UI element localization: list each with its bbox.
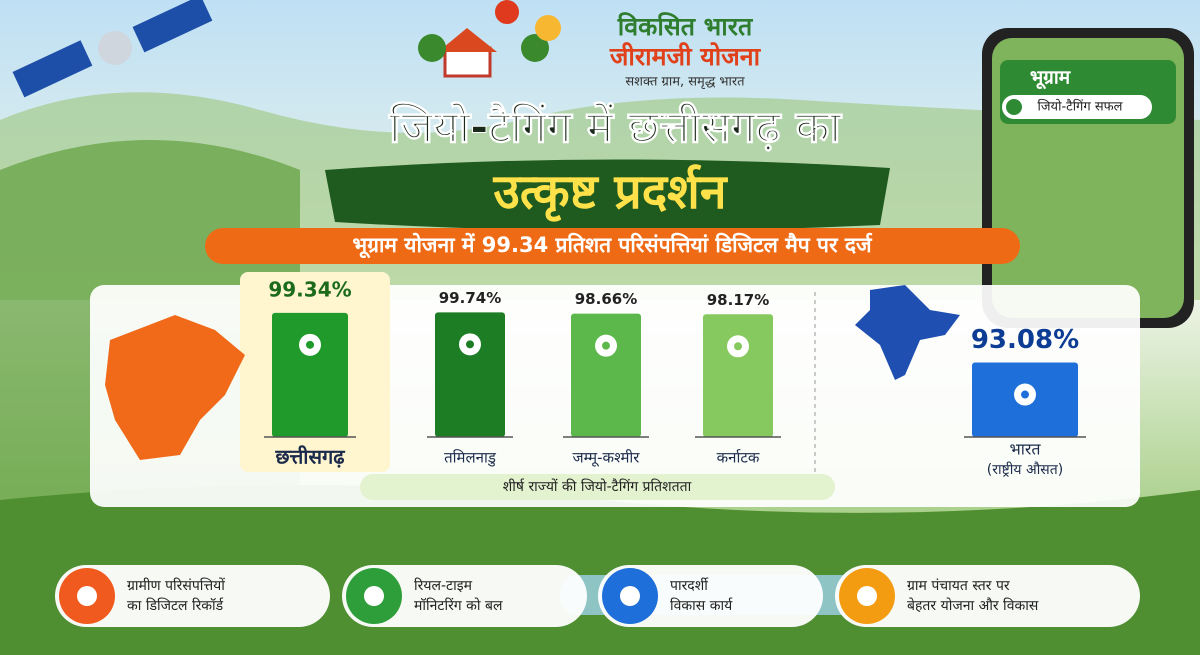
title: उत्कृष्ट प्रदर्शन (493, 164, 729, 222)
pin-icon (306, 340, 314, 349)
logo (418, 0, 561, 78)
bar (435, 312, 505, 437)
app-status: जियो-टैगिंग सफल (1038, 99, 1123, 115)
bar (272, 312, 348, 437)
value-label: 98.66% (575, 290, 637, 308)
app-title: भूग्राम (1030, 67, 1071, 90)
india-map (855, 285, 960, 380)
feature-text: विकास कार्य (670, 597, 733, 614)
feature-pill (55, 565, 330, 627)
feature-text: मॉनिटरिंग को बल (414, 597, 503, 614)
value-label: 99.74% (439, 289, 501, 307)
pin-icon (466, 340, 474, 349)
phone (982, 28, 1194, 328)
category-label: तमिलनाडु (444, 449, 497, 468)
satellite (12, 0, 213, 98)
logo-line: जीरामजी योजना (609, 42, 762, 71)
value-label: 99.34% (268, 277, 351, 301)
value-label: 93.08% (971, 325, 1079, 355)
feature-text: ग्राम पंचायत स्तर पर (907, 578, 1010, 594)
bar (571, 313, 641, 437)
value-label: 98.17% (707, 291, 769, 309)
feature-icon (77, 586, 97, 606)
feature-text: ग्रामीण परिसंपत्तियों (127, 577, 225, 594)
pin-icon (1021, 390, 1029, 399)
title-band (325, 159, 890, 231)
logo-line: विकसित भारत (617, 12, 754, 41)
pin-icon (734, 342, 742, 351)
category-label: कर्नाटक (717, 449, 760, 467)
feature-pill (835, 565, 1140, 627)
title: जियो-टैगिंग में छत्तीसगढ़ का (388, 101, 842, 153)
feature-icon (620, 586, 640, 606)
banner-text: भूग्राम योजना में 99.34 प्रतिशत परिसंपत्… (352, 232, 873, 259)
feature-icon (857, 586, 877, 606)
chart-caption: शीर्ष राज्यों की जियो-टैगिंग प्रतिशतता (503, 478, 692, 495)
category-label: जम्मू-कश्मीर (573, 449, 641, 468)
category-label: छत्तीसगढ़ (274, 445, 345, 469)
feature-text: रियल-टाइम (414, 577, 473, 594)
category-label: भारत (1009, 440, 1041, 459)
feature-text: का डिजिटल रिकॉर्ड (127, 597, 224, 614)
banner (205, 228, 1020, 264)
caption-pill (360, 474, 835, 500)
feature-text: पारदर्शी (670, 577, 709, 594)
category-note: (राष्ट्रीय औसत) (987, 461, 1063, 478)
pin-icon (602, 341, 610, 350)
logo-tagline: सशक्त ग्राम, समृद्ध भारत (625, 75, 745, 90)
feature-pill (342, 565, 587, 627)
bar (703, 314, 773, 437)
feature-pill (598, 565, 823, 627)
feature-icon (364, 586, 384, 606)
state-map (105, 315, 245, 460)
feature-text: बेहतर योजना और विकास (907, 597, 1039, 614)
